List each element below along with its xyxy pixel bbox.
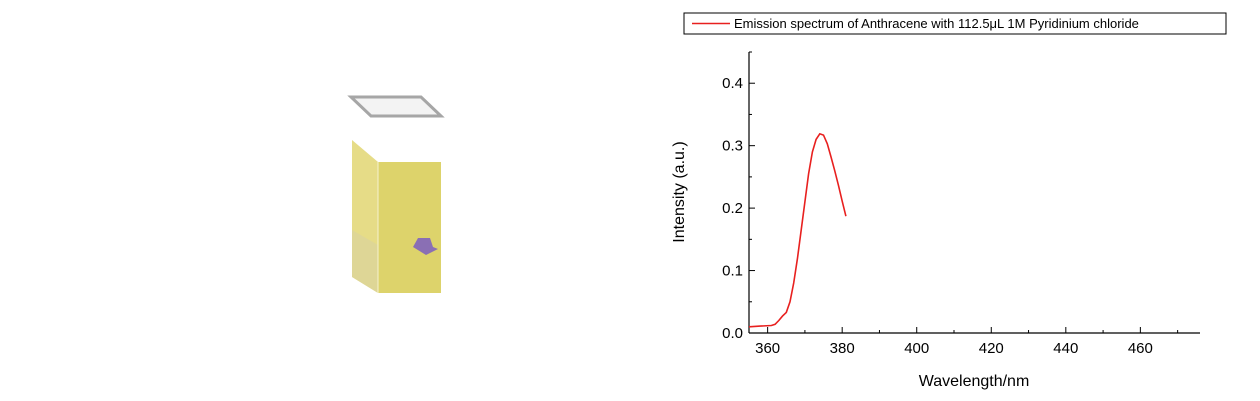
x-tick-label: 460: [1128, 340, 1153, 357]
y-tick-label: 0.0: [722, 325, 743, 342]
emission-spectrum-chart: Emission spectrum of Anthracene with 112…: [671, 12, 1227, 390]
cuvette-illustration: [347, 95, 445, 293]
legend-label: Emission spectrum of Anthracene with 112…: [734, 16, 1139, 31]
x-tick-label: 420: [979, 340, 1004, 357]
y-tick-label: 0.2: [722, 200, 743, 217]
x-tick-label: 440: [1053, 340, 1078, 357]
y-tick-label: 0.4: [722, 75, 743, 92]
cuvette-lid: [347, 95, 445, 118]
series-layer: [748, 132, 847, 328]
x-axis-title: Wavelength/nm: [919, 373, 1030, 390]
x-tick-label: 360: [755, 340, 780, 357]
legend-box: [683, 12, 1227, 35]
y-axis-title: Intensity (a.u.): [671, 141, 688, 242]
cuvette-front-face: [378, 162, 441, 293]
plot-frame: [748, 52, 1200, 334]
cuvette-side-shade: [352, 230, 378, 293]
y-tick-label: 0.3: [722, 138, 743, 155]
legend: Emission spectrum of Anthracene with 112…: [683, 12, 1227, 35]
y-axis-ticks: 0.0 0.1 0.2 0.3 0.4: [722, 51, 755, 342]
x-tick-label: 400: [904, 340, 929, 357]
y-tick-label: 0.1: [722, 263, 743, 280]
sample-shape: [413, 238, 438, 255]
x-tick-label: 380: [830, 340, 855, 357]
series-line: [748, 132, 847, 328]
x-axis-ticks: 360 380 400 420 440 460: [755, 327, 1179, 357]
